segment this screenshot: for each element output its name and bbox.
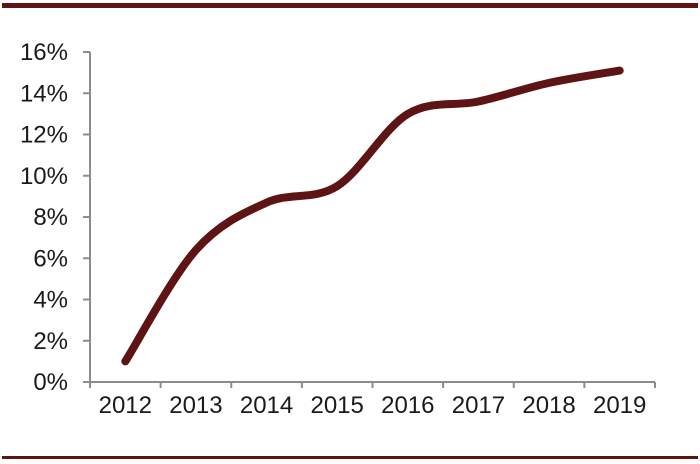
y-tick-label: 16%	[20, 39, 68, 66]
y-tick-label: 0%	[33, 369, 68, 396]
y-tick-label: 6%	[33, 245, 68, 272]
y-tick-label: 14%	[20, 80, 68, 107]
x-axis-ticks	[89, 382, 656, 388]
x-tick-label: 2014	[240, 392, 293, 419]
x-tick-label: 2019	[593, 392, 646, 419]
x-tick-label: 2016	[381, 392, 434, 419]
x-tick-label: 2012	[99, 392, 152, 419]
y-tick-label: 8%	[33, 204, 68, 231]
axes	[89, 52, 655, 383]
top-rule	[2, 3, 698, 8]
x-tick-label: 2015	[310, 392, 363, 419]
y-axis-ticks	[83, 51, 90, 383]
x-tick-label: 2018	[522, 392, 575, 419]
y-tick-label: 12%	[20, 122, 68, 149]
x-axis-labels: 2012 2013 2014 2015 2016 2017 2018 2019	[99, 392, 647, 419]
bottom-rule	[2, 456, 698, 459]
x-tick-label: 2013	[169, 392, 222, 419]
y-axis-labels: 0% 2% 4% 6% 8% 10% 12% 14% 16%	[20, 39, 68, 396]
x-tick-label: 2017	[452, 392, 505, 419]
y-tick-label: 2%	[33, 328, 68, 355]
y-tick-label: 4%	[33, 287, 68, 314]
series-line	[121, 66, 624, 366]
y-tick-label: 10%	[20, 163, 68, 190]
